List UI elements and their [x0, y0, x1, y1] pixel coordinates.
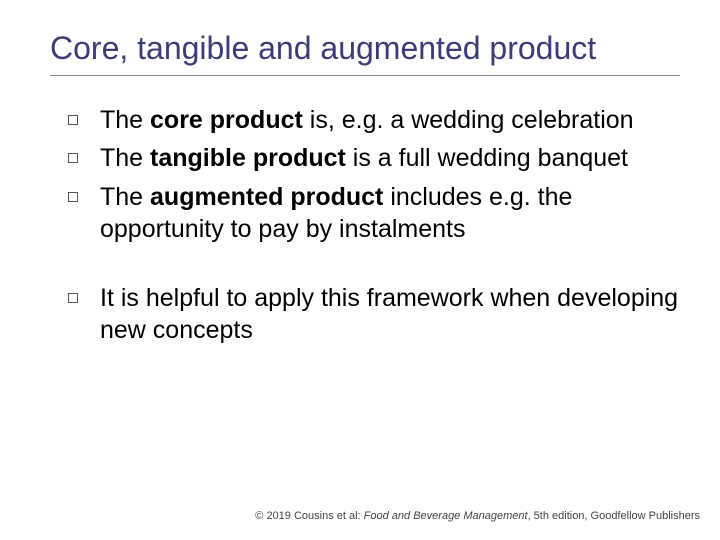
footer-citation: © 2019 Cousins et al: Food and Beverage … — [255, 510, 700, 522]
bullet-text: The core product is, e.g. a wedding cele… — [100, 104, 634, 137]
text-segment: The — [100, 144, 150, 172]
text-segment: is, e.g. a wedding celebration — [303, 106, 634, 134]
square-bullet-icon — [68, 192, 78, 202]
text-segment: The — [100, 183, 150, 211]
bullet-text: The augmented product includes e.g. the … — [100, 181, 680, 246]
footer-suffix: , 5th edition, Goodfellow Publishers — [528, 510, 700, 522]
square-bullet-icon — [68, 293, 78, 303]
text-bold: core product — [150, 106, 303, 134]
list-item: It is helpful to apply this framework wh… — [68, 282, 680, 347]
list-item: The augmented product includes e.g. the … — [68, 181, 680, 246]
slide-title: Core, tangible and augmented product — [50, 30, 680, 76]
text-bold: augmented product — [150, 183, 383, 211]
text-segment: is a full wedding banquet — [346, 144, 628, 172]
bullet-text: It is helpful to apply this framework wh… — [100, 282, 680, 347]
list-item: The tangible product is a full wedding b… — [68, 142, 680, 175]
footer-title-italic: Food and Beverage Management — [364, 510, 528, 522]
bullet-list: The core product is, e.g. a wedding cele… — [50, 104, 680, 347]
text-bold: tangible product — [150, 144, 346, 172]
text-segment: The — [100, 106, 150, 134]
slide: Core, tangible and augmented product The… — [0, 0, 720, 540]
bullet-text: The tangible product is a full wedding b… — [100, 142, 628, 175]
spacer — [68, 252, 680, 282]
footer-prefix: © 2019 Cousins et al: — [255, 510, 363, 522]
list-item: The core product is, e.g. a wedding cele… — [68, 104, 680, 137]
square-bullet-icon — [68, 115, 78, 125]
square-bullet-icon — [68, 153, 78, 163]
